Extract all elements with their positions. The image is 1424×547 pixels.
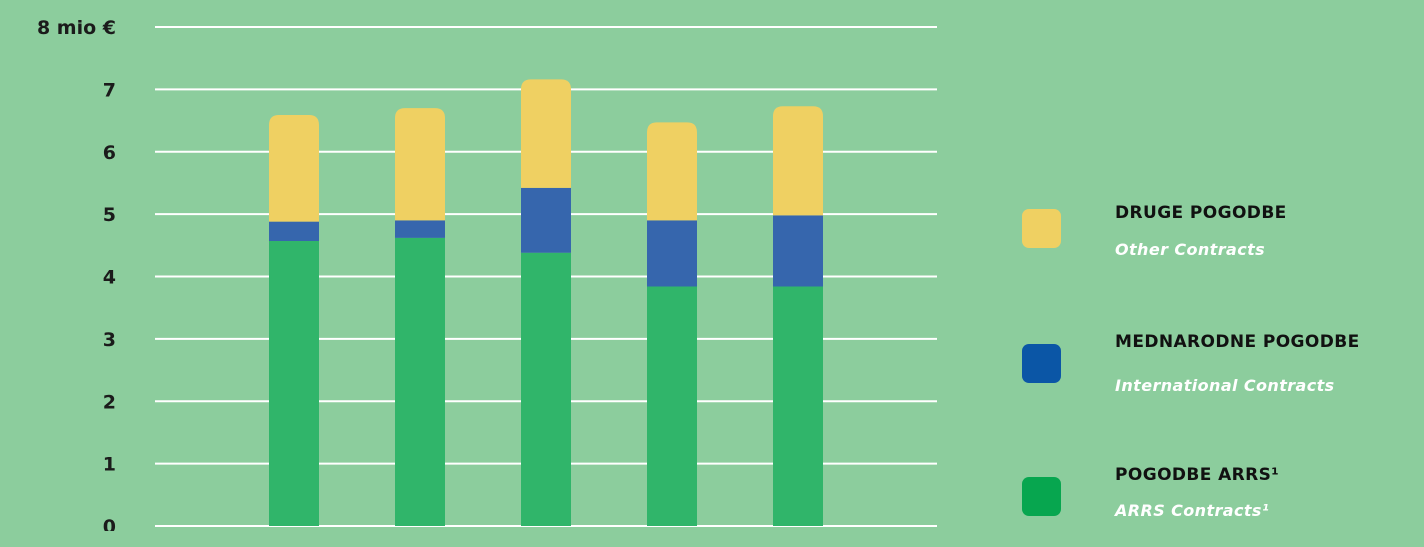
bar-stack: [773, 106, 823, 526]
bar-segment: [269, 222, 319, 241]
legend-title-arrs: POGODBE ARRS¹: [1115, 465, 1279, 485]
y-tick-label: 4: [103, 267, 116, 289]
y-tick-label: 2: [103, 391, 116, 413]
bar-stack: [521, 79, 571, 526]
bar-stack: [395, 108, 445, 526]
legend-title-international: MEDNARODNE POGODBE: [1115, 332, 1360, 352]
bar-stack: [269, 115, 319, 526]
bar-segment: [521, 188, 571, 253]
bar-segment: [395, 238, 445, 526]
legend-item-arrs-contracts: POGODBE ARRS¹ ARRS Contracts¹: [1022, 477, 1422, 547]
legend-item-international-contracts: MEDNARODNE POGODBE International Contrac…: [1022, 344, 1422, 414]
y-tick-label: 3: [103, 329, 116, 351]
bar-segment: [395, 108, 445, 220]
y-tick-label: 5: [103, 204, 116, 226]
legend-title-other: DRUGE POGODBE: [1115, 203, 1287, 223]
legend-subtitle-arrs: ARRS Contracts¹: [1115, 501, 1269, 520]
bars: [269, 79, 823, 526]
bar-segment: [269, 115, 319, 222]
bar-segment: [395, 220, 445, 237]
legend-subtitle-other: Other Contracts: [1115, 240, 1265, 259]
legend-swatch-international: [1022, 344, 1061, 383]
legend: DRUGE POGODBE Other Contracts MEDNARODNE…: [1022, 0, 1422, 531]
bar-segment: [647, 286, 697, 526]
y-tick-label: 0: [103, 516, 116, 531]
y-tick-label: 6: [103, 142, 116, 164]
legend-item-other-contracts: DRUGE POGODBE Other Contracts: [1022, 209, 1422, 279]
bar-segment: [269, 241, 319, 526]
bar-segment: [773, 286, 823, 526]
y-tick-label: 7: [103, 79, 116, 101]
bar-segment: [773, 106, 823, 215]
bar-segment: [773, 215, 823, 286]
y-tick-label: 1: [103, 454, 116, 476]
legend-swatch-other: [1022, 209, 1061, 248]
legend-swatch-arrs: [1022, 477, 1061, 516]
bar-segment: [521, 79, 571, 188]
y-axis-tick-labels: 0 1 2 3 4 5 6 7 8 mio €: [37, 17, 116, 531]
stacked-bar-chart: 0 1 2 3 4 5 6 7 8 mio €: [0, 0, 1000, 531]
legend-subtitle-international: International Contracts: [1115, 376, 1335, 395]
bar-segment: [521, 253, 571, 526]
bar-segment: [647, 220, 697, 286]
bar-stack: [647, 122, 697, 526]
bar-segment: [647, 122, 697, 220]
y-tick-label: 8 mio €: [37, 17, 116, 39]
